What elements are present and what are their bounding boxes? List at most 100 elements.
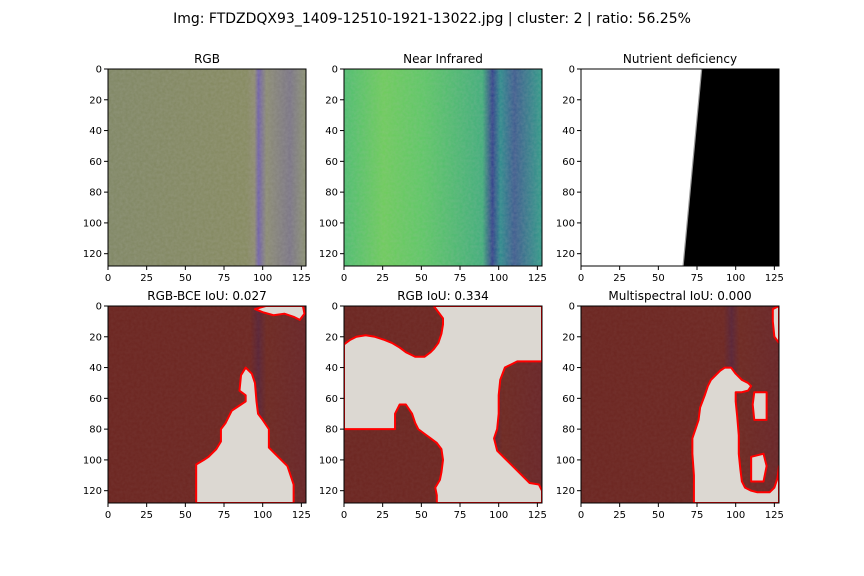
prediction-region [195, 366, 295, 503]
prediction-region [751, 391, 768, 421]
x-tick-label: 100 [489, 510, 508, 521]
axes-frame [580, 305, 780, 504]
axes-frame [107, 305, 307, 504]
y-tick-label: 120 [556, 249, 575, 260]
prediction-region [771, 306, 779, 344]
y-tick-label: 80 [89, 425, 102, 436]
y-tick-label: 40 [325, 126, 338, 137]
x-tick-label: 0 [578, 273, 584, 284]
x-tick-label: 125 [528, 510, 547, 521]
y-tick-label: 20 [89, 332, 102, 343]
x-tick-label: 25 [140, 273, 153, 284]
x-tick-label: 0 [341, 273, 347, 284]
x-tick-label: 125 [765, 510, 784, 521]
subplot-5: RGB IoU: 0.334 0 25 50 75 100 125 0 20 40 60 80 100 1… [319, 289, 547, 521]
y-tick-label: 40 [325, 363, 338, 374]
y-tick-label: 20 [562, 95, 575, 106]
y-tick-label: 40 [562, 126, 575, 137]
y-tick-label: 40 [89, 363, 102, 374]
y-tick-label: 60 [562, 394, 575, 405]
subplot-6: Multispectral IoU: 0.000 0 25 50 75 100 125 0 20… [556, 289, 784, 521]
y-tick-label: 20 [325, 95, 338, 106]
x-tick-label: 125 [292, 510, 311, 521]
x-tick-label: 50 [415, 510, 428, 521]
x-tick-label: 25 [376, 510, 389, 521]
overlay-texture [581, 306, 779, 503]
y-tick-label: 80 [562, 188, 575, 199]
y-tick-label: 60 [89, 394, 102, 405]
y-tick-label: 0 [569, 302, 575, 313]
axes-frame [343, 305, 543, 504]
y-tick-label: 100 [319, 455, 338, 466]
x-tick-label: 100 [253, 510, 272, 521]
y-tick-label: 100 [556, 455, 575, 466]
subplot-image [344, 306, 542, 503]
subplot-title: RGB-BCE IoU: 0.027 [147, 289, 266, 303]
x-tick-label: 100 [726, 273, 745, 284]
y-tick-label: 20 [325, 332, 338, 343]
subplot-3: Nutrient deficiency 0 25 50 75 100 125 0 20 40 60 8… [556, 52, 784, 284]
y-tick-label: 80 [562, 425, 575, 436]
y-tick-label: 80 [89, 188, 102, 199]
y-tick-label: 120 [556, 486, 575, 497]
x-tick-label: 50 [179, 510, 192, 521]
subplot-image [108, 69, 306, 266]
y-tick-label: 0 [332, 302, 338, 313]
x-tick-label: 25 [613, 510, 626, 521]
x-tick-label: 125 [292, 273, 311, 284]
subplot-title: Multispectral IoU: 0.000 [608, 289, 751, 303]
prediction-region [691, 366, 779, 503]
axes-frame [343, 68, 543, 267]
prediction-region [253, 306, 306, 321]
subplot-image [581, 306, 779, 503]
subplot-title: RGB [194, 52, 220, 66]
y-tick-label: 60 [325, 157, 338, 168]
y-tick-label: 120 [83, 249, 102, 260]
x-tick-label: 75 [454, 273, 467, 284]
subplot-image [108, 306, 306, 503]
image-texture [108, 69, 306, 266]
y-tick-label: 0 [569, 65, 575, 76]
x-tick-label: 0 [578, 510, 584, 521]
y-tick-label: 100 [319, 218, 338, 229]
y-tick-label: 60 [562, 157, 575, 168]
x-tick-label: 25 [140, 510, 153, 521]
subplot-title: Nutrient deficiency [623, 52, 737, 66]
image-texture [344, 69, 542, 266]
y-tick-label: 60 [325, 394, 338, 405]
subplot-title: Near Infrared [403, 52, 483, 66]
x-tick-label: 75 [218, 273, 231, 284]
subplot-title: RGB IoU: 0.334 [397, 289, 489, 303]
y-tick-label: 0 [96, 65, 102, 76]
prediction-region [344, 306, 542, 503]
axes-frame [107, 68, 307, 267]
y-tick-label: 20 [562, 332, 575, 343]
x-tick-label: 0 [105, 510, 111, 521]
x-tick-label: 50 [415, 273, 428, 284]
x-tick-label: 100 [253, 273, 272, 284]
x-tick-label: 100 [726, 510, 745, 521]
subplot-2: Near Infrared 0 25 50 75 100 125 0 20 40 60 80 100 12… [319, 52, 547, 284]
mask-deficient-region [683, 69, 779, 266]
x-tick-label: 75 [218, 510, 231, 521]
y-tick-label: 80 [325, 425, 338, 436]
x-tick-label: 75 [454, 510, 467, 521]
x-tick-label: 25 [376, 273, 389, 284]
x-tick-label: 75 [691, 510, 704, 521]
y-tick-label: 40 [89, 126, 102, 137]
subplot-image [344, 69, 542, 266]
y-tick-label: 100 [556, 218, 575, 229]
x-tick-label: 50 [652, 273, 665, 284]
x-tick-label: 125 [528, 273, 547, 284]
x-tick-label: 75 [691, 273, 704, 284]
x-tick-label: 0 [341, 510, 347, 521]
mask-boundary [682, 69, 703, 266]
x-tick-label: 125 [765, 273, 784, 284]
x-tick-label: 0 [105, 273, 111, 284]
x-tick-label: 50 [652, 510, 665, 521]
y-tick-label: 40 [562, 363, 575, 374]
y-tick-label: 100 [83, 455, 102, 466]
y-tick-label: 0 [332, 65, 338, 76]
x-tick-label: 25 [613, 273, 626, 284]
